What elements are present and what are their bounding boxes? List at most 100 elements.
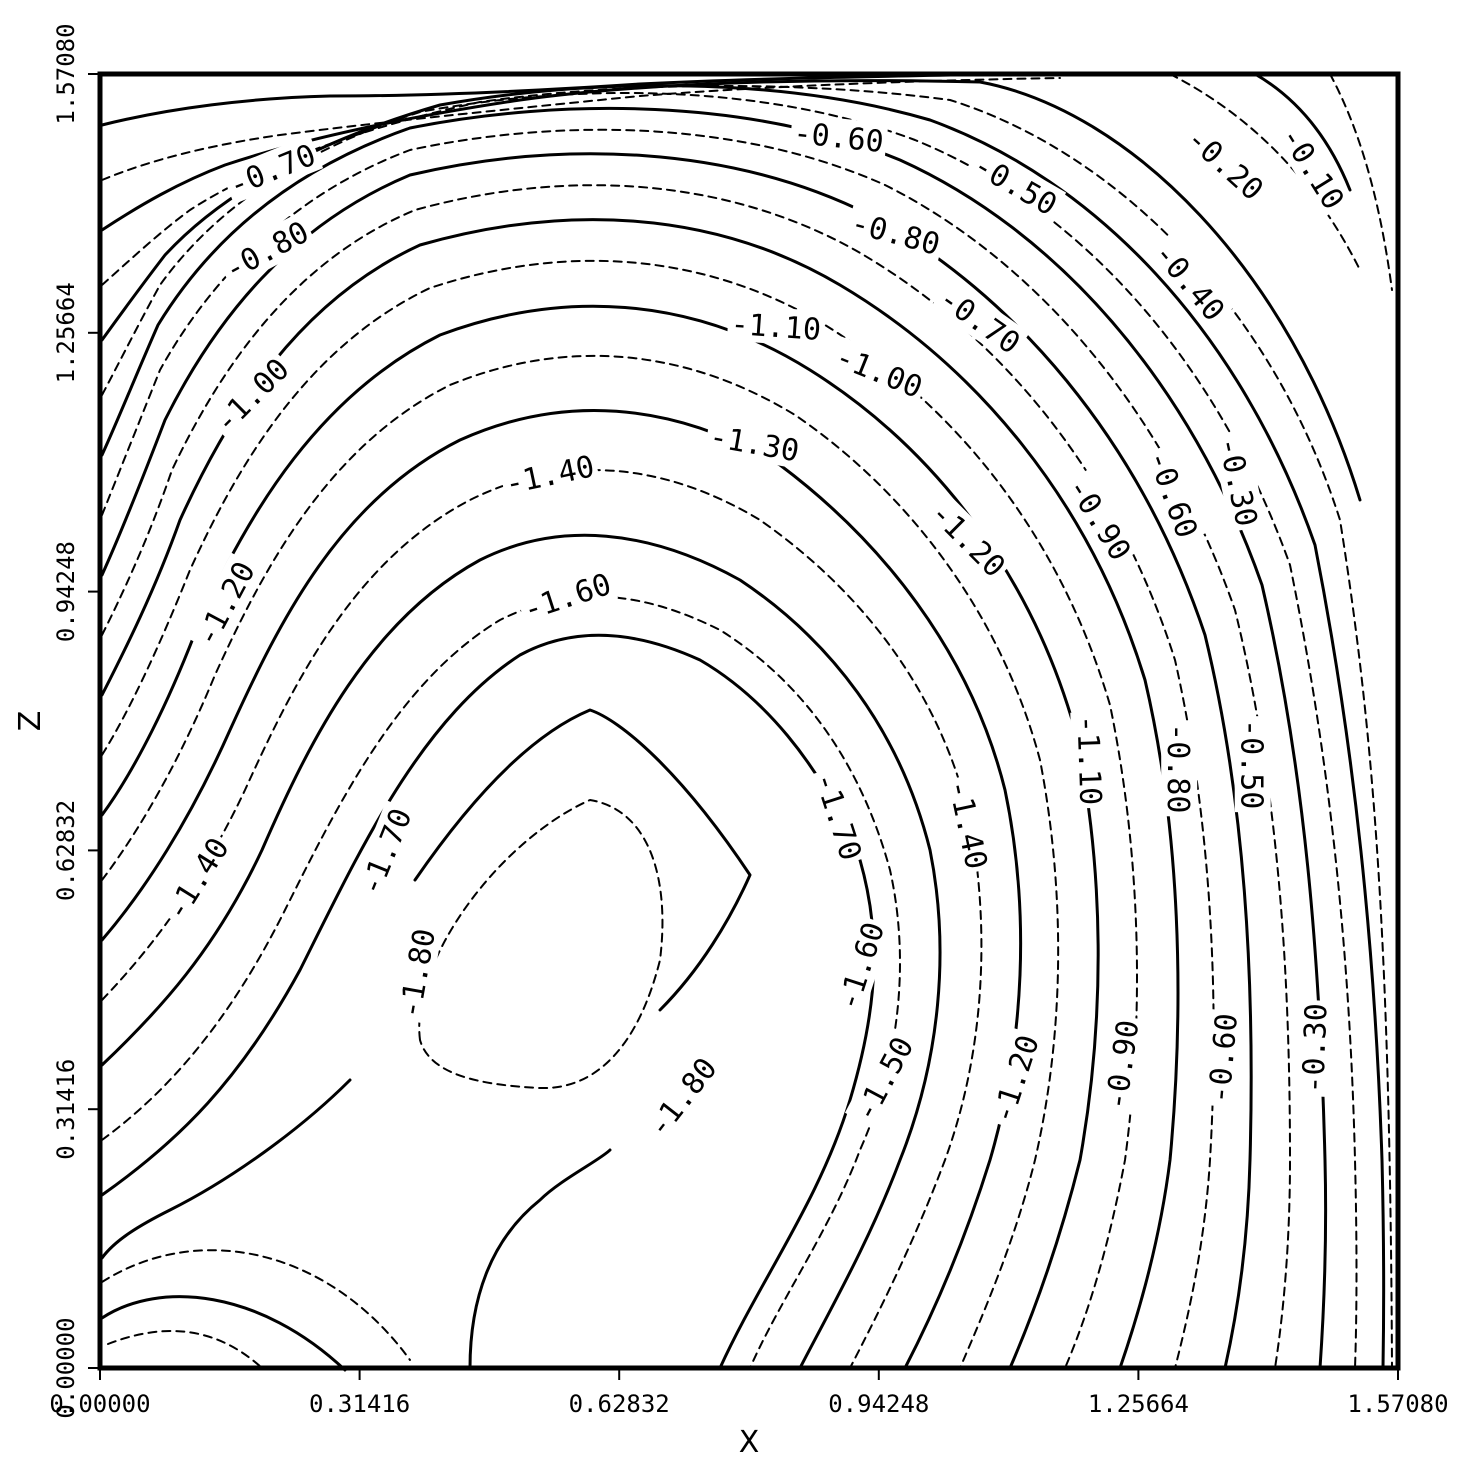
axes: 0.00000 0.31416 0.62832 0.94248 1.25664 1.570… bbox=[13, 23, 1449, 1460]
contour-label-bg bbox=[789, 113, 889, 160]
contour-label-group: -1.80 bbox=[390, 923, 443, 1024]
contour-line bbox=[100, 79, 1362, 502]
contour-line bbox=[101, 469, 983, 1369]
contour-label-bg bbox=[828, 914, 893, 1018]
contour-label-group: -0.40 bbox=[1145, 233, 1235, 330]
contour-line bbox=[100, 1078, 352, 1260]
contour-label: -1.00 bbox=[208, 352, 297, 441]
contour-label: -0.80 bbox=[219, 215, 315, 288]
contour-line bbox=[468, 1148, 612, 1370]
y-axis-label: Z bbox=[13, 711, 48, 732]
contour-label-group: -1.20 bbox=[186, 552, 264, 655]
contour-label-bg bbox=[1200, 1008, 1245, 1108]
contour-line bbox=[100, 633, 876, 1370]
contour-label: -1.40 bbox=[941, 777, 994, 873]
contour-label-group: -0.80 bbox=[215, 211, 317, 289]
contour-label: -1.00 bbox=[830, 339, 927, 405]
x-tick-label: 0.62832 bbox=[569, 1390, 670, 1418]
x-tick-label: 1.25664 bbox=[1088, 1390, 1189, 1418]
contour-label: -1.60 bbox=[831, 918, 892, 1015]
contour-label-bg bbox=[1070, 711, 1110, 809]
contour-labels: -0.60-0.50 -0.20 -0.10-0.70-0.80 -0.80-0.40… bbox=[155, 113, 1354, 1146]
contour-label-bg bbox=[940, 773, 997, 875]
x-tick-label: 0.00000 bbox=[49, 1390, 150, 1418]
contour-label-bg bbox=[638, 1048, 726, 1146]
contour-label: -1.10 bbox=[730, 307, 823, 348]
contour-label: -1.80 bbox=[641, 1052, 724, 1145]
contour-label: -1.80 bbox=[393, 926, 443, 1021]
contour-line bbox=[1169, 73, 1361, 271]
contour-label: -0.60 bbox=[1202, 1012, 1245, 1105]
contour-label-group: -1.70 bbox=[806, 764, 871, 868]
contour-label-bg bbox=[1059, 468, 1141, 569]
contour-line bbox=[100, 1295, 347, 1372]
contour-label-bg bbox=[215, 211, 317, 289]
contour-line bbox=[1253, 72, 1352, 192]
contour-label-bg bbox=[204, 348, 298, 442]
contour-label-group: -1.40 bbox=[498, 446, 601, 502]
contour-label-bg bbox=[930, 277, 1030, 363]
contour-line bbox=[413, 708, 752, 1012]
contour-label: -1.70 bbox=[807, 768, 868, 865]
contour-label-group: -0.90 bbox=[1059, 468, 1141, 569]
contour-label-group: -0.60 bbox=[1140, 442, 1207, 546]
contour-label: -0.50 bbox=[1234, 719, 1269, 809]
y-tick-label: 1.25664 bbox=[52, 282, 80, 383]
contour-label: -0.60 bbox=[1140, 446, 1204, 543]
contour-label: -1.30 bbox=[707, 419, 802, 469]
contour-label-bg bbox=[220, 134, 324, 205]
contour-label-group: -1.20 bbox=[921, 492, 1016, 586]
contour-label-group: -0.70 bbox=[220, 134, 324, 205]
contour-label-bg bbox=[155, 828, 238, 929]
contour-line bbox=[1329, 73, 1393, 291]
contour-label-bg bbox=[515, 564, 619, 629]
contour-label-bg bbox=[1161, 720, 1198, 817]
contour-label: -1.50 bbox=[848, 1031, 921, 1127]
contour-label-bg bbox=[704, 416, 805, 469]
contour-label-group: -0.80 bbox=[1160, 720, 1198, 817]
contour-line bbox=[100, 218, 1180, 1370]
contour-label: -1.20 bbox=[986, 1031, 1047, 1128]
contour-label-group: -0.20 bbox=[1177, 118, 1274, 210]
y-tick-label: 0.00000 bbox=[52, 1317, 80, 1418]
contour-label: -0.90 bbox=[1060, 472, 1138, 567]
contour-label-bg bbox=[186, 552, 264, 655]
contour-line bbox=[101, 77, 1061, 181]
contour-label-group: -0.60 bbox=[1200, 1008, 1245, 1108]
contour-label-group: -1.60 bbox=[515, 564, 619, 629]
contour-label-group: -0.50 bbox=[965, 144, 1067, 224]
x-tick-label: 1.57080 bbox=[1347, 1390, 1448, 1418]
contour-label-bg bbox=[1294, 999, 1334, 1097]
contour-line bbox=[100, 408, 1023, 1370]
contour-label-group: -0.80 bbox=[844, 203, 947, 263]
contour-label: -0.80 bbox=[1160, 723, 1195, 813]
contour-label-bg bbox=[806, 764, 871, 868]
contour-label: -0.70 bbox=[224, 138, 321, 204]
y-tick-label: 1.57080 bbox=[52, 23, 80, 124]
contour-line bbox=[101, 354, 1060, 1369]
contour-label-bg bbox=[827, 336, 931, 406]
contour-label-group: -1.20 bbox=[982, 1027, 1047, 1131]
contour-label-group: -0.50 bbox=[1234, 716, 1271, 813]
contour-label-bg bbox=[1145, 233, 1235, 330]
contour-label-group: -1.00 bbox=[827, 336, 931, 406]
contour-label-bg bbox=[1234, 716, 1271, 813]
contour-line bbox=[101, 595, 901, 1369]
contour-label-group: -1.40 bbox=[940, 773, 997, 875]
contour-label-bg bbox=[350, 800, 420, 903]
contour-label-bg bbox=[390, 923, 443, 1024]
y-tick-label: 0.31416 bbox=[52, 1059, 80, 1160]
contour-line bbox=[107, 1330, 263, 1369]
contour-label-group: -1.10 bbox=[726, 304, 826, 348]
contour-label: -1.20 bbox=[189, 556, 262, 652]
contour-label-group: -1.80 bbox=[638, 1048, 726, 1146]
contour-label-group: -0.90 bbox=[1096, 1014, 1146, 1115]
contour-line bbox=[101, 128, 1291, 1369]
x-axis-label: X bbox=[739, 1425, 760, 1460]
contour-label-group: -1.60 bbox=[828, 914, 893, 1018]
contour-label-bg bbox=[1140, 442, 1207, 546]
contour-label-bg bbox=[844, 1028, 922, 1130]
contour-label: -1.20 bbox=[923, 496, 1012, 585]
y-tick-label: 0.62832 bbox=[52, 800, 80, 901]
contour-line bbox=[100, 72, 1012, 127]
